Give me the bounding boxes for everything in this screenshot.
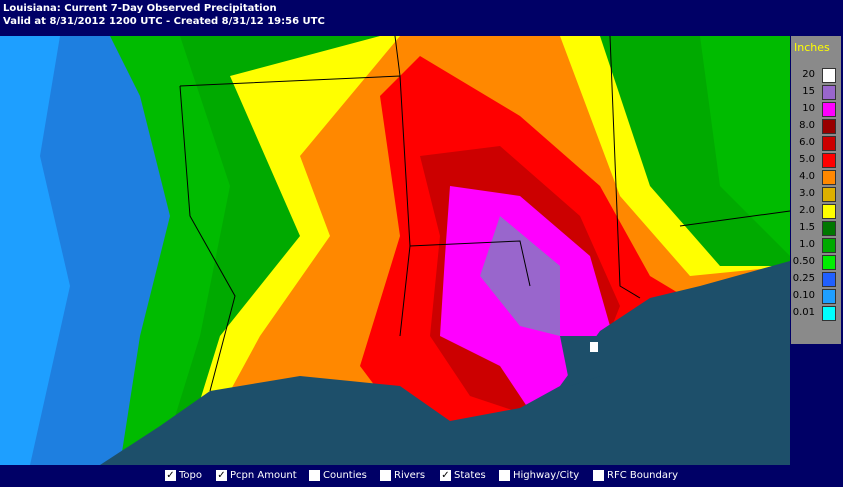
title: Louisiana: Current 7-Day Observed Precip… <box>3 3 277 14</box>
checkbox[interactable] <box>499 470 510 481</box>
legend-swatch <box>822 85 836 100</box>
legend-item: 2.0 <box>791 203 841 220</box>
legend-label: 5.0 <box>799 154 815 165</box>
layer-checkbox[interactable]: Rivers <box>380 470 425 481</box>
legend-item: 1.5 <box>791 220 841 237</box>
legend-swatch <box>822 68 836 83</box>
legend-swatch <box>822 255 836 270</box>
legend-label: 8.0 <box>799 120 815 131</box>
map <box>0 36 790 465</box>
legend-swatch <box>822 204 836 219</box>
legend-swatch <box>822 289 836 304</box>
legend-item: 8.0 <box>791 118 841 135</box>
legend-label: 2.0 <box>799 205 815 216</box>
legend-item: 15 <box>791 84 841 101</box>
legend-label: 15 <box>802 86 815 97</box>
legend-label: 1.0 <box>799 239 815 250</box>
checkbox[interactable]: ✓ <box>165 470 176 481</box>
legend-label: 0.50 <box>792 256 815 267</box>
layer-checkbox[interactable]: ✓ Topo <box>165 470 202 481</box>
legend-item: 0.01 <box>791 305 841 322</box>
checkbox-label[interactable]: Highway/City <box>513 470 580 481</box>
checkbox-label[interactable]: Topo <box>179 470 202 481</box>
legend-item: 3.0 <box>791 186 841 203</box>
checkbox-label[interactable]: Counties <box>323 470 367 481</box>
legend-swatch <box>822 102 836 117</box>
legend-item: 5.0 <box>791 152 841 169</box>
legend-item: 0.25 <box>791 271 841 288</box>
checkbox-label[interactable]: Pcpn Amount <box>230 470 297 481</box>
checkbox[interactable]: ✓ <box>216 470 227 481</box>
legend-label: 4.0 <box>799 171 815 182</box>
checkbox-label[interactable]: States <box>454 470 486 481</box>
legend-title: Inches <box>794 41 830 54</box>
legend-swatch <box>822 119 836 134</box>
legend-label: 6.0 <box>799 137 815 148</box>
legend-swatch <box>822 136 836 151</box>
layer-checkbox[interactable]: Counties <box>309 470 367 481</box>
legend-swatch <box>822 306 836 321</box>
layer-checkbox[interactable]: Highway/City <box>499 470 579 481</box>
legend-swatch <box>822 221 836 236</box>
subtitle: Valid at 8/31/2012 1200 UTC - Created 8/… <box>3 16 325 27</box>
checkbox[interactable]: ✓ <box>440 470 451 481</box>
legend-swatch <box>822 272 836 287</box>
legend-swatch <box>822 187 836 202</box>
layer-toggles: ✓ Topo ✓ Pcpn Amount Counties Rivers ✓ States Hi… <box>0 467 843 487</box>
checkbox[interactable] <box>593 470 604 481</box>
checkbox-label[interactable]: Rivers <box>394 470 426 481</box>
legend-label: 20 <box>802 69 815 80</box>
legend-label: 0.01 <box>792 307 815 318</box>
legend-label: 1.5 <box>799 222 815 233</box>
legend-item: 0.10 <box>791 288 841 305</box>
legend-swatch <box>822 153 836 168</box>
legend-label: 3.0 <box>799 188 815 199</box>
checkbox[interactable] <box>380 470 391 481</box>
legend-swatch <box>822 238 836 253</box>
legend-label: 0.10 <box>792 290 815 301</box>
legend: Inches 20 15 10 8.0 6.0 5.0 4.0 3.0 2.0 1.5 1.0 0.50… <box>791 36 841 344</box>
legend-item: 0.50 <box>791 254 841 271</box>
checkbox[interactable] <box>309 470 320 481</box>
layer-checkbox[interactable]: ✓ Pcpn Amount <box>216 470 297 481</box>
legend-item: 20 <box>791 67 841 84</box>
legend-swatch <box>822 170 836 185</box>
legend-item: 1.0 <box>791 237 841 254</box>
legend-item: 10 <box>791 101 841 118</box>
legend-label: 10 <box>802 103 815 114</box>
layer-checkbox[interactable]: RFC Boundary <box>593 470 678 481</box>
layer-checkbox[interactable]: ✓ States <box>440 470 486 481</box>
legend-item: 6.0 <box>791 135 841 152</box>
checkbox-label[interactable]: RFC Boundary <box>607 470 679 481</box>
legend-item: 4.0 <box>791 169 841 186</box>
legend-label: 0.25 <box>792 273 815 284</box>
